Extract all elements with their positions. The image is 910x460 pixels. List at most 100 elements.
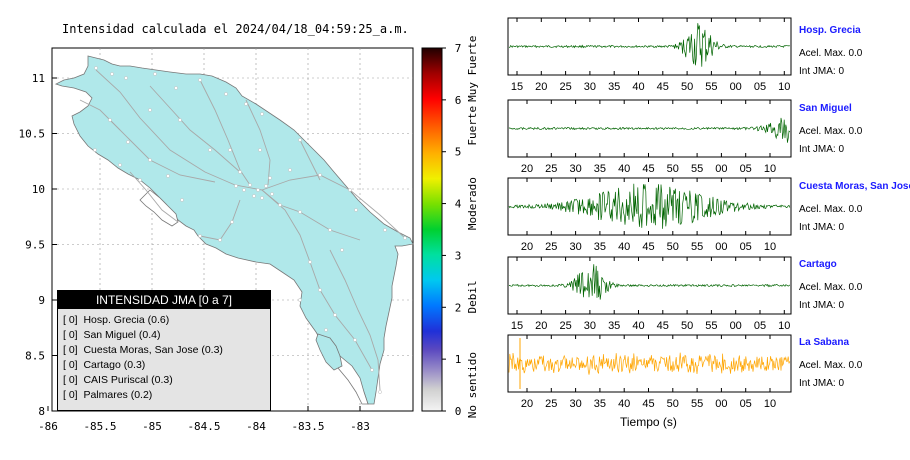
- seismogram-tick-label: 20: [535, 320, 547, 332]
- seismogram-panels: 15 20 25 30 35 40 45 50 55 00 05 10 20 25 30 35 40 45 50 55…: [507, 17, 792, 410]
- town-marker: [110, 72, 114, 76]
- legend-row: [ 0] Cartago (0.3): [58, 358, 270, 373]
- station-name: La Sabana: [799, 337, 850, 348]
- town-marker: [328, 228, 332, 232]
- seismogram-tick-label: 50: [681, 320, 693, 332]
- legend-label: CAIS Puriscal (0.3): [83, 374, 173, 386]
- seismogram-tick-label: 10: [764, 241, 776, 253]
- town-marker: [198, 234, 202, 238]
- seismogram-tick-label: 40: [618, 163, 630, 175]
- town-marker: [126, 140, 130, 144]
- time-axis-label: Tiempo (s): [620, 415, 677, 429]
- town-marker: [238, 170, 242, 174]
- town-marker: [270, 192, 274, 196]
- colorbar-category: Fuerte: [466, 106, 479, 146]
- road: [149, 85, 241, 173]
- seismogram-tick-label: 30: [569, 398, 581, 410]
- legend-bracket: [ 0]: [63, 329, 78, 341]
- station-acel: Acel. Max. 0.0: [799, 204, 863, 215]
- seismogram-tick-label: 40: [632, 320, 644, 332]
- town-marker: [318, 173, 322, 177]
- town-marker: [348, 188, 352, 192]
- legend-bracket: [ 0]: [63, 389, 78, 401]
- seismogram-tick-label: 50: [667, 241, 679, 253]
- town-marker: [148, 158, 152, 162]
- station-int: Int JMA: 0: [799, 300, 845, 311]
- seismogram-panel: 15 20 25 30 35 40 45 50 55 00 05 10: [507, 256, 792, 332]
- legend-row: [ 0] San Miguel (0.4): [58, 328, 270, 343]
- station-int: Int JMA: 0: [799, 66, 845, 77]
- legend-label: San Miguel (0.4): [83, 329, 161, 341]
- town-marker: [264, 184, 268, 188]
- town-marker: [153, 72, 157, 76]
- seismogram-tick-label: 35: [594, 163, 606, 175]
- colorbar-tick-label: 6: [455, 94, 462, 107]
- seismogram-tick-label: 00: [730, 81, 742, 93]
- station-acel: Acel. Max. 0.0: [799, 360, 863, 371]
- colorbar-category: Debil: [466, 280, 479, 313]
- town-marker: [252, 194, 256, 198]
- colorbar-tick-label: 0: [455, 405, 462, 418]
- seismogram-tick-label: 30: [569, 241, 581, 253]
- town-marker: [258, 148, 262, 152]
- town-marker: [166, 174, 170, 178]
- town-marker: [370, 368, 374, 372]
- seismogram-tick-label: 20: [521, 241, 533, 253]
- seismogram-tick-label: 30: [584, 81, 596, 93]
- town-marker: [94, 66, 98, 70]
- road: [261, 174, 406, 239]
- town-marker: [118, 163, 122, 167]
- station-name: Cartago: [799, 259, 837, 270]
- legend-row: [ 0] CAIS Puriscal (0.3): [58, 373, 270, 388]
- seismogram-tick-label: 25: [545, 398, 557, 410]
- map-ytick-label: 8: [38, 405, 45, 418]
- map-ytick-label: 9.5: [25, 239, 45, 252]
- seismogram-tick-label: 05: [754, 81, 766, 93]
- station-acel: Acel. Max. 0.0: [799, 126, 863, 137]
- seismogram-tick-label: 45: [657, 320, 669, 332]
- town-markers: [93, 66, 407, 394]
- seismogram-tick-label: 55: [691, 398, 703, 410]
- station-name: Cuesta Moras, San Jose: [799, 181, 910, 192]
- seismogram-panel: 20 25 30 35 40 45 50 55 00 05 10: [507, 334, 792, 410]
- map-ytick-label: 8.5: [25, 350, 45, 363]
- town-marker: [278, 203, 282, 207]
- colorbar-ticks: 0 1 2 3 4 5 6 7: [442, 42, 462, 418]
- town-marker: [298, 210, 302, 214]
- seismogram-tick-label: 45: [642, 163, 654, 175]
- town-marker: [354, 208, 358, 212]
- colorbar-tick-label: 2: [455, 301, 462, 314]
- seismogram-tick-label: 05: [740, 163, 752, 175]
- town-marker: [308, 260, 312, 264]
- town-marker: [256, 188, 260, 192]
- town-marker: [318, 288, 322, 292]
- town-marker: [224, 92, 228, 96]
- road: [245, 99, 271, 186]
- station-name: Hosp. Grecia: [799, 25, 861, 36]
- road: [299, 139, 321, 181]
- seismogram-tick-label: 00: [730, 320, 742, 332]
- map-xtick-label: -86: [38, 420, 58, 433]
- town-marker: [124, 76, 128, 80]
- colorbar-tick-label: 4: [455, 198, 462, 211]
- seismogram-tick-label: 00: [715, 163, 727, 175]
- colorbar-tick-label: 1: [455, 353, 462, 366]
- town-marker: [208, 148, 212, 152]
- map-xtick-label: -84.5: [187, 420, 220, 433]
- golfo-dulce: [337, 355, 369, 405]
- gulf-nicoya: [139, 189, 179, 227]
- town-marker: [353, 338, 357, 342]
- seismogram-tick-label: 55: [705, 81, 717, 93]
- road: [199, 79, 251, 186]
- map-xtick-label: -83.5: [291, 420, 324, 433]
- seismogram-trace: [508, 23, 790, 67]
- seismogram-tick-label: 05: [740, 398, 752, 410]
- town-marker: [93, 148, 97, 152]
- station-name: San Miguel: [799, 103, 852, 114]
- seismogram-tick-label: 45: [642, 398, 654, 410]
- map-xtick-label: -84: [246, 420, 266, 433]
- town-marker: [230, 220, 234, 224]
- seismogram-tick-label: 20: [535, 81, 547, 93]
- colorbar-category: Muy Fuerte: [466, 36, 479, 102]
